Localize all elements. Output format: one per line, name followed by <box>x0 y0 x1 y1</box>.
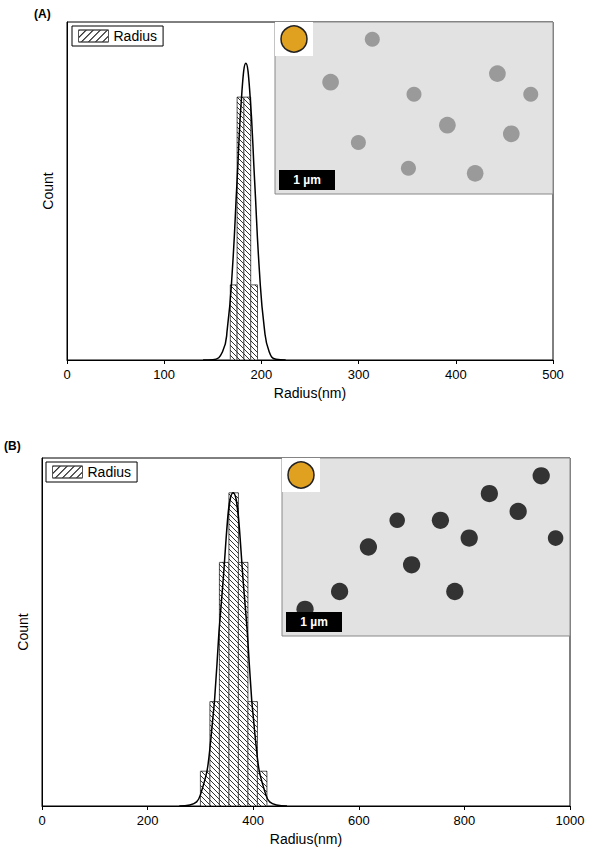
svg-text:1 µm: 1 µm <box>293 173 321 187</box>
svg-text:400: 400 <box>242 813 264 828</box>
svg-text:800: 800 <box>454 813 476 828</box>
svg-text:200: 200 <box>251 367 273 382</box>
svg-text:1000: 1000 <box>556 813 585 828</box>
svg-text:100: 100 <box>153 367 175 382</box>
svg-text:(B): (B) <box>4 439 21 453</box>
svg-text:0: 0 <box>63 367 70 382</box>
svg-text:400: 400 <box>445 367 467 382</box>
svg-text:300: 300 <box>348 367 370 382</box>
svg-text:(A): (A) <box>34 7 51 21</box>
svg-text:200: 200 <box>137 813 159 828</box>
svg-text:Radius(nm): Radius(nm) <box>270 831 342 847</box>
svg-text:Count: Count <box>15 613 31 650</box>
svg-text:0: 0 <box>38 813 45 828</box>
svg-text:1 µm: 1 µm <box>300 615 328 629</box>
svg-text:500: 500 <box>542 367 564 382</box>
svg-text:Count: Count <box>40 172 56 209</box>
svg-text:600: 600 <box>348 813 370 828</box>
svg-text:Radius: Radius <box>88 464 132 480</box>
svg-text:Radius: Radius <box>114 28 158 44</box>
svg-text:Radius(nm): Radius(nm) <box>274 385 346 401</box>
